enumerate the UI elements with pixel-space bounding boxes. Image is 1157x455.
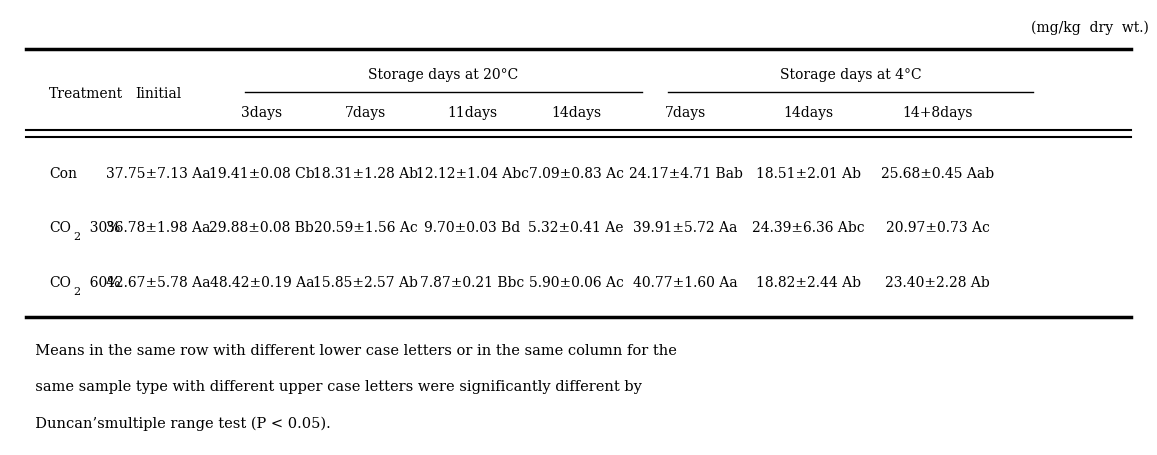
Text: 23.40±2.28 Ab: 23.40±2.28 Ab — [885, 275, 990, 289]
Text: CO: CO — [49, 221, 71, 234]
Text: 48.42±0.19 Aa: 48.42±0.19 Aa — [209, 275, 314, 289]
Text: 39.91±5.72 Aa: 39.91±5.72 Aa — [633, 221, 738, 234]
Text: 25.68±0.45 Aab: 25.68±0.45 Aab — [882, 167, 994, 181]
Text: 29.88±0.08 Bb: 29.88±0.08 Bb — [209, 221, 315, 234]
Text: 2: 2 — [73, 286, 80, 296]
Text: Storage days at 4°C: Storage days at 4°C — [780, 68, 922, 81]
Text: 30%: 30% — [81, 221, 120, 234]
Text: 9.70±0.03 Bd: 9.70±0.03 Bd — [425, 221, 521, 234]
Text: Treatment: Treatment — [49, 86, 123, 101]
Text: Iinitial: Iinitial — [135, 86, 182, 101]
Text: 7.87±0.21 Bbc: 7.87±0.21 Bbc — [420, 275, 524, 289]
Text: 11days: 11days — [448, 106, 498, 120]
Text: 15.85±2.57 Ab: 15.85±2.57 Ab — [314, 275, 418, 289]
Text: 36.78±1.98 Aa: 36.78±1.98 Aa — [106, 221, 211, 234]
Text: 24.39±6.36 Abc: 24.39±6.36 Abc — [752, 221, 865, 234]
Text: 7days: 7days — [345, 106, 386, 120]
Text: 37.75±7.13 Aa: 37.75±7.13 Aa — [106, 167, 211, 181]
Text: 12.12±1.04 Abc: 12.12±1.04 Abc — [417, 167, 529, 181]
Text: 60%: 60% — [81, 275, 120, 289]
Text: 14days: 14days — [551, 106, 602, 120]
Text: 20.97±0.73 Ac: 20.97±0.73 Ac — [886, 221, 989, 234]
Text: 18.31±1.28 Ab: 18.31±1.28 Ab — [314, 167, 418, 181]
Text: 2: 2 — [73, 232, 80, 242]
Text: 18.82±2.44 Ab: 18.82±2.44 Ab — [757, 275, 861, 289]
Text: 5.90±0.06 Ac: 5.90±0.06 Ac — [529, 275, 624, 289]
Text: 24.17±4.71 Bab: 24.17±4.71 Bab — [628, 167, 743, 181]
Text: 19.41±0.08 Cb: 19.41±0.08 Cb — [209, 167, 315, 181]
Text: 3days: 3days — [242, 106, 282, 120]
Text: CO: CO — [49, 275, 71, 289]
Text: Storage days at 20°C: Storage days at 20°C — [368, 68, 518, 81]
Text: 40.77±1.60 Aa: 40.77±1.60 Aa — [633, 275, 738, 289]
Text: 14days: 14days — [783, 106, 834, 120]
Text: 14+8days: 14+8days — [902, 106, 973, 120]
Text: 42.67±5.78 Aa: 42.67±5.78 Aa — [106, 275, 211, 289]
Text: 5.32±0.41 Ae: 5.32±0.41 Ae — [529, 221, 624, 234]
Text: (mg/kg  dry  wt.): (mg/kg dry wt.) — [1031, 20, 1149, 35]
Text: 20.59±1.56 Ac: 20.59±1.56 Ac — [314, 221, 418, 234]
Text: same sample type with different upper case letters were significantly different : same sample type with different upper ca… — [25, 379, 642, 393]
Text: 7days: 7days — [665, 106, 706, 120]
Text: 7.09±0.83 Ac: 7.09±0.83 Ac — [529, 167, 624, 181]
Text: Con: Con — [49, 167, 76, 181]
Text: 18.51±2.01 Ab: 18.51±2.01 Ab — [757, 167, 861, 181]
Text: Means in the same row with different lower case letters or in the same column fo: Means in the same row with different low… — [25, 343, 677, 357]
Text: Duncan’smultiple range test (P < 0.05).: Duncan’smultiple range test (P < 0.05). — [25, 416, 331, 430]
